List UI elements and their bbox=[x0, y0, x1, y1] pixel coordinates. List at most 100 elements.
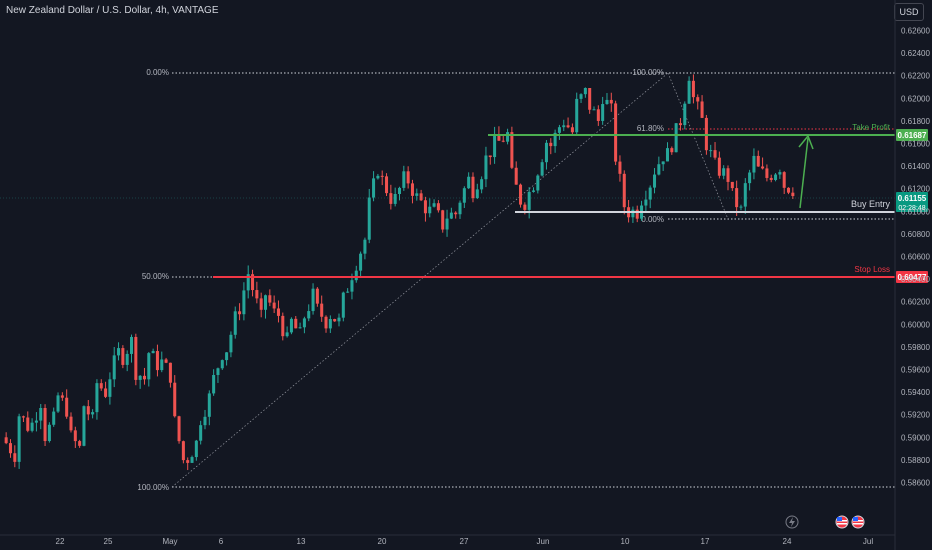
symbol-title: New Zealand Dollar / U.S. Dollar, 4h, VA… bbox=[6, 5, 219, 16]
candle-body bbox=[263, 295, 268, 310]
candle-body bbox=[372, 178, 376, 198]
candle-body bbox=[748, 172, 752, 184]
candle-body bbox=[510, 132, 514, 168]
candle-body bbox=[397, 187, 402, 195]
candle-body bbox=[765, 168, 769, 178]
candle-body bbox=[186, 460, 190, 463]
candle-body bbox=[315, 288, 319, 304]
candle-body bbox=[328, 319, 332, 329]
candle-body bbox=[588, 88, 592, 110]
candle-body bbox=[441, 210, 445, 230]
candle-body bbox=[596, 109, 600, 121]
candle-body bbox=[385, 176, 389, 194]
candle-body bbox=[298, 327, 302, 329]
candle-body bbox=[341, 292, 345, 318]
candle-body bbox=[484, 155, 488, 180]
candle-body bbox=[268, 295, 272, 303]
candle-body bbox=[631, 209, 635, 218]
time-tick-label: 13 bbox=[297, 537, 306, 546]
us-flag-icon bbox=[835, 515, 849, 529]
candle-body bbox=[480, 179, 484, 190]
time-tick-label: 22 bbox=[56, 537, 65, 546]
candle-body bbox=[592, 109, 596, 111]
us-flag-icon-canton bbox=[837, 517, 842, 521]
candle-body bbox=[557, 127, 561, 133]
candles bbox=[4, 74, 795, 471]
candle-body bbox=[761, 166, 765, 169]
candle-body bbox=[432, 203, 436, 207]
candle-body bbox=[4, 437, 8, 444]
candle-body bbox=[354, 270, 358, 281]
candle-body bbox=[566, 125, 570, 128]
candle-body bbox=[696, 97, 700, 102]
candle-body bbox=[644, 199, 648, 206]
candle-body bbox=[454, 212, 458, 215]
price-tick-label: 0.60200 bbox=[901, 298, 930, 307]
candle-body bbox=[752, 155, 756, 173]
candle-body bbox=[713, 150, 717, 158]
candle-body bbox=[653, 174, 657, 188]
candle-body bbox=[544, 142, 548, 163]
candle-body bbox=[8, 443, 12, 454]
candle-body bbox=[389, 193, 393, 204]
candle-body bbox=[635, 209, 639, 219]
candle-body bbox=[367, 197, 371, 240]
candle-body bbox=[730, 181, 734, 189]
candle-body bbox=[276, 308, 280, 316]
price-tick-label: 0.60600 bbox=[901, 253, 930, 262]
candle-body bbox=[722, 168, 726, 176]
time-tick-label: 17 bbox=[701, 537, 710, 546]
candle-body bbox=[648, 187, 652, 200]
take-profit-price-tag: 0.61687 bbox=[898, 131, 927, 140]
candle-body bbox=[177, 416, 181, 442]
candle-body bbox=[203, 416, 207, 426]
price-tick-label: 0.61800 bbox=[901, 117, 930, 126]
candle-body bbox=[618, 161, 622, 174]
candle-body bbox=[60, 395, 64, 398]
candle-body bbox=[99, 383, 103, 389]
price-tick-label: 0.60000 bbox=[901, 320, 930, 329]
candle-body bbox=[769, 177, 773, 180]
time-tick-label: May bbox=[162, 537, 177, 546]
candle-body bbox=[147, 353, 151, 380]
candle-body bbox=[134, 336, 138, 380]
candle-body bbox=[436, 203, 440, 211]
candle-body bbox=[674, 123, 678, 153]
candle-body bbox=[601, 104, 605, 121]
candle-body bbox=[281, 315, 285, 337]
candle-body bbox=[207, 393, 211, 417]
countdown-tag: 02:28:48 bbox=[898, 205, 925, 212]
price-tick-label: 0.62200 bbox=[901, 72, 930, 81]
fib1-trendline bbox=[171, 72, 669, 488]
candle-body bbox=[333, 319, 337, 322]
time-tick-label: 24 bbox=[783, 537, 792, 546]
candle-body bbox=[376, 175, 380, 179]
us-flag-icon-stripe bbox=[853, 523, 863, 525]
candle-body bbox=[86, 406, 90, 415]
candle-body bbox=[497, 134, 501, 141]
candle-body bbox=[194, 440, 198, 458]
candle-body bbox=[410, 183, 414, 196]
candle-body bbox=[549, 142, 553, 147]
candle-body bbox=[307, 311, 311, 319]
candle-body bbox=[125, 353, 129, 365]
candle-body bbox=[151, 351, 155, 354]
candle-body bbox=[475, 189, 479, 199]
candle-body bbox=[406, 171, 410, 184]
candle-body bbox=[402, 171, 406, 188]
candle-body bbox=[501, 140, 505, 142]
candle-body bbox=[181, 441, 185, 461]
us-flag-icon-stripe bbox=[837, 523, 847, 525]
time-tick-label: 27 bbox=[460, 537, 469, 546]
fib1-label-0: 0.00% bbox=[146, 68, 169, 77]
price-tick-label: 0.61400 bbox=[901, 162, 930, 171]
candle-body bbox=[129, 336, 134, 354]
candle-body bbox=[562, 125, 566, 128]
candle-body bbox=[609, 99, 613, 104]
candle-body bbox=[78, 441, 82, 446]
candle-body bbox=[168, 362, 172, 383]
candle-body bbox=[787, 187, 791, 193]
candle-body bbox=[294, 318, 298, 329]
